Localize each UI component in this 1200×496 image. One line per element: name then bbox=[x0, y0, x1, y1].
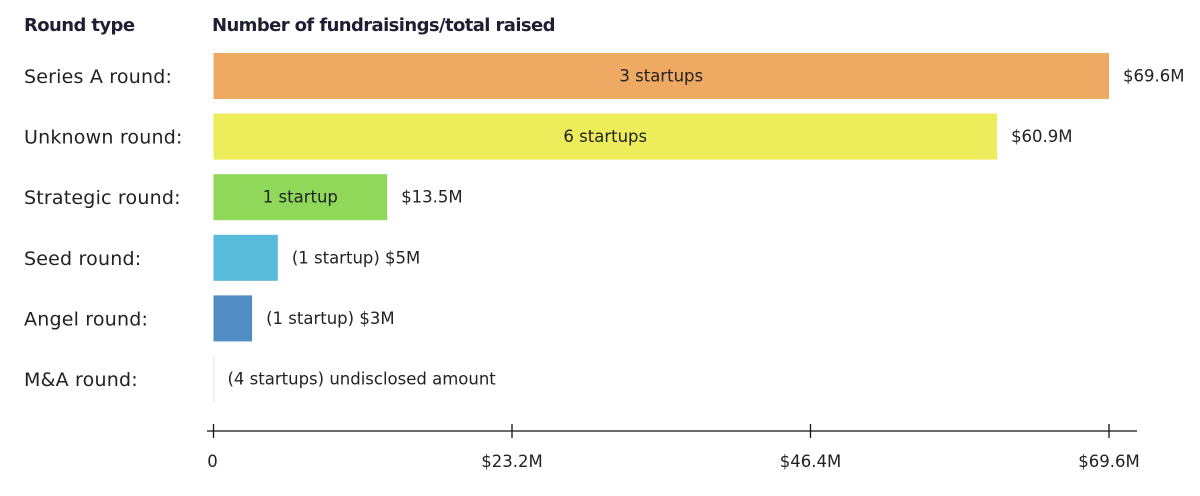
category-label: M&A round: bbox=[24, 369, 138, 391]
bar-row-seed-round: Seed round: (1 startup) $5M bbox=[24, 234, 420, 281]
x-tick-label: 0 bbox=[207, 452, 218, 471]
bar-seed-round bbox=[213, 234, 278, 281]
bar-value-label: (1 startup) $5M bbox=[292, 248, 420, 267]
bar-row-m-a-round: M&A round: (4 startups) undisclosed amoun… bbox=[24, 356, 496, 402]
category-label: Strategic round: bbox=[24, 187, 181, 209]
bar-series-a-round bbox=[213, 53, 1109, 99]
bar-row-series-a-round: Series A round: 3 startups $69.6M bbox=[24, 53, 1184, 99]
bar-row-unknown-round: Unknown round: 6 startups $60.9M bbox=[24, 113, 1073, 160]
bar-value-label: $13.5M bbox=[401, 188, 462, 207]
bar-value-label: (1 startup) $3M bbox=[266, 309, 394, 328]
bar-value-label: $60.9M bbox=[1011, 127, 1072, 146]
x-axis: 0 $23.2M $46.4M $69.6M bbox=[207, 424, 1140, 471]
bar-unknown-round bbox=[213, 113, 998, 160]
bar-value-label: $69.6M bbox=[1123, 67, 1184, 86]
bar-row-strategic-round: Strategic round: 1 startup $13.5M bbox=[24, 174, 463, 221]
value-column-header: Number of fundraisings/total raised bbox=[212, 15, 555, 36]
x-tick-label: $23.2M bbox=[481, 452, 542, 471]
bar-strategic-round bbox=[213, 174, 388, 221]
bar-value-label: (4 startups) undisclosed amount bbox=[228, 370, 497, 389]
category-column-header: Round type bbox=[24, 15, 135, 36]
category-label: Angel round: bbox=[24, 308, 148, 330]
bar-inside-label: 1 startup bbox=[263, 188, 338, 207]
bar-inside-label: 3 startups bbox=[619, 67, 703, 86]
bar-row-angel-round: Angel round: (1 startup) $3M bbox=[24, 295, 395, 342]
bar-rows: Series A round: 3 startups $69.6M Unknown r… bbox=[24, 53, 1184, 402]
x-tick-label: $69.6M bbox=[1078, 452, 1139, 471]
category-label: Unknown round: bbox=[24, 127, 183, 149]
bar-angel-round bbox=[213, 295, 253, 342]
category-label: Seed round: bbox=[24, 248, 141, 270]
bar-inside-label: 6 startups bbox=[563, 127, 647, 146]
category-label: Series A round: bbox=[24, 66, 172, 88]
x-tick-label: $46.4M bbox=[780, 452, 841, 471]
